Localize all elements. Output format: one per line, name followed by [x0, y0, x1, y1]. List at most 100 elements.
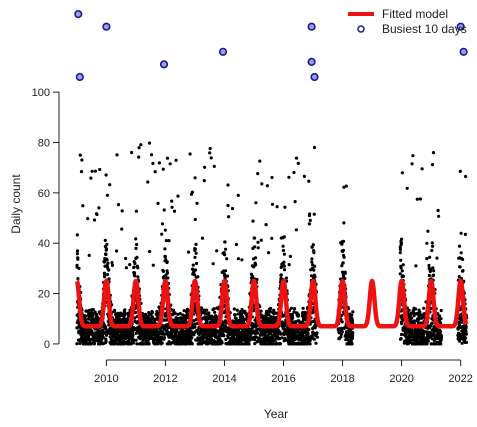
busiest-day-point [75, 72, 84, 82]
data-point [190, 342, 194, 346]
data-point [151, 263, 155, 267]
data-point [431, 244, 435, 248]
data-point [165, 260, 169, 264]
data-point [110, 263, 115, 267]
data-point [92, 218, 97, 222]
data-point [234, 242, 238, 247]
data-point [294, 156, 299, 160]
data-point [147, 342, 151, 346]
data-point [134, 237, 138, 241]
data-point [75, 342, 79, 346]
data-point [259, 309, 263, 313]
data-point [260, 182, 264, 186]
data-point [296, 161, 300, 165]
data-point [86, 217, 90, 221]
data-point [131, 341, 136, 345]
data-point [463, 232, 467, 236]
data-point [223, 324, 227, 328]
data-point [258, 159, 262, 163]
data-point [430, 321, 434, 325]
data-point [264, 223, 268, 227]
data-point [101, 335, 105, 339]
data-point [282, 264, 286, 268]
data-point [191, 323, 195, 327]
data-point [351, 331, 355, 335]
data-point [253, 245, 257, 249]
busiest-day-point [307, 22, 316, 31]
data-point [95, 212, 99, 217]
data-point [407, 308, 411, 312]
data-point [190, 336, 194, 340]
data-point [223, 253, 227, 257]
data-point [168, 162, 172, 166]
data-point [283, 205, 287, 209]
data-point [310, 260, 314, 264]
data-point [81, 204, 85, 208]
data-point [178, 312, 182, 316]
data-point [200, 236, 205, 240]
data-point [235, 308, 239, 312]
data-point [79, 170, 84, 174]
data-point [301, 306, 305, 310]
data-point [439, 342, 443, 346]
data-point [270, 236, 274, 240]
data-point [307, 328, 311, 332]
data-point [194, 251, 198, 255]
data-point [104, 339, 108, 343]
data-point [167, 239, 171, 243]
data-point [315, 331, 319, 335]
data-point [343, 271, 347, 275]
data-point [184, 319, 188, 323]
data-point [308, 342, 312, 346]
data-point [437, 314, 442, 318]
data-point [340, 320, 344, 324]
data-point [110, 261, 114, 265]
data-point [297, 313, 301, 317]
data-point [191, 263, 195, 267]
data-point [241, 315, 245, 319]
data-point [226, 203, 230, 208]
data-point [162, 208, 166, 212]
data-point [251, 219, 255, 223]
data-point [150, 310, 155, 315]
data-point [312, 251, 316, 255]
data-point [193, 217, 197, 222]
data-point [284, 276, 288, 280]
data-point [342, 255, 346, 259]
data-point [88, 337, 92, 342]
data-point [160, 335, 164, 339]
data-point [401, 263, 405, 267]
data-point [220, 341, 224, 345]
data-point [313, 275, 317, 279]
data-point [113, 308, 117, 312]
data-point [278, 342, 282, 346]
data-point [350, 342, 354, 346]
data-point [247, 342, 251, 346]
data-point [288, 254, 292, 258]
data-point [398, 251, 402, 255]
data-point [211, 262, 215, 266]
data-point [75, 249, 80, 253]
data-point [312, 212, 316, 216]
data-point [254, 263, 258, 267]
data-point [265, 184, 269, 188]
data-point [95, 312, 99, 316]
data-point [170, 199, 174, 203]
data-point [436, 208, 440, 213]
data-point [283, 324, 287, 328]
data-point [104, 247, 108, 251]
data-point [223, 269, 228, 273]
data-point [160, 341, 164, 345]
data-point [430, 241, 434, 245]
x-tick-label: 2018 [330, 373, 354, 385]
data-point [200, 307, 204, 311]
data-point [194, 242, 198, 246]
data-point [93, 310, 97, 314]
data-point [107, 268, 111, 272]
data-point [410, 316, 414, 320]
y-tick-label: 60 [38, 188, 50, 200]
data-point [116, 203, 121, 207]
data-point [195, 201, 199, 205]
data-point [193, 255, 197, 259]
data-point [118, 314, 122, 318]
